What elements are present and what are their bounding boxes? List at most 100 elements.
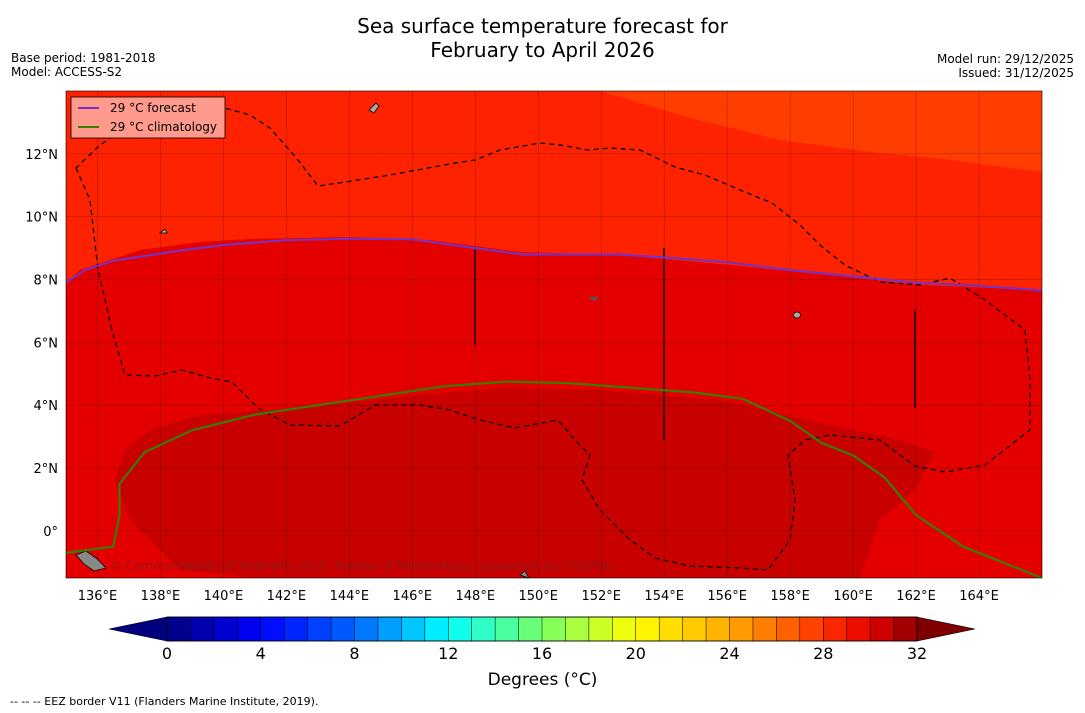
colorbar-cell [752, 616, 777, 642]
colorbar-tick-label: 20 [626, 644, 646, 663]
meta-right: Model run: 29/12/2025 Issued: 31/12/2025 [937, 52, 1074, 80]
colorbar-cell [260, 616, 285, 642]
colorbar-tick-label: 8 [349, 644, 359, 663]
colorbar-cell [494, 616, 520, 642]
x-tick-label: 140°E [204, 589, 244, 604]
colorbar-cell [658, 616, 684, 642]
colorbar-tick-label: 28 [813, 644, 833, 663]
x-axis-ticks: 136°E 138°E 140°E 142°E 144°E 146°E 148°E 150°E… [78, 589, 999, 604]
meta-left: Base period: 1981-2018 Model: ACCESS-S2 [11, 51, 156, 79]
colorbar-cell [424, 616, 449, 642]
copyright-text: © Commonwealth of Australia 2025, Bureau… [110, 559, 615, 573]
map-frame [65, 90, 1043, 579]
issued-date: Issued: 31/12/2025 [958, 66, 1074, 80]
colorbar-cell [635, 616, 660, 642]
y-tick-label: 6°N [34, 336, 59, 351]
colorbar-cell [518, 616, 543, 642]
colorbar-cell [612, 616, 637, 642]
legend-forecast-label: 29 °C forecast [110, 101, 196, 115]
title-line-1: Sea surface temperature forecast for [357, 14, 728, 38]
colorbar-cell [729, 616, 754, 642]
island [368, 102, 380, 114]
colorbar-cell [471, 616, 496, 642]
colorbar-cell [283, 616, 309, 642]
colorbar-cell [823, 616, 848, 642]
colorbar-cell [682, 616, 707, 642]
region-27-28 [600, 91, 1042, 172]
x-tick-label: 150°E [518, 589, 558, 604]
x-tick-label: 164°E [959, 589, 999, 604]
legend-climatology-label: 29 °C climatology [110, 120, 217, 134]
model-run: Model run: 29/12/2025 [936, 52, 1074, 66]
eez-footnote: -- -- -- EEZ border V11 (Flanders Marine… [10, 695, 319, 708]
colorbar-cell [776, 616, 801, 642]
contour-line [66, 380, 1042, 578]
map-gridlines [66, 91, 1042, 578]
colorbar-max-arrow [916, 616, 976, 642]
eez-border [75, 103, 1031, 571]
island [793, 311, 801, 319]
colorbar-tick-label: 12 [438, 644, 458, 663]
x-tick-label: 142°E [267, 589, 307, 604]
colorbar: 0 4 8 12 16 20 24 28 32 [108, 616, 976, 663]
x-tick-label: 146°E [393, 589, 433, 604]
island [587, 296, 598, 301]
colorbar-cell [330, 616, 356, 642]
colorbar-cell [588, 616, 613, 642]
colorbar-cell [893, 616, 918, 642]
colorbar-cell [213, 616, 238, 642]
y-tick-label: 12°N [25, 148, 58, 163]
y-tick-label: 0° [43, 525, 58, 540]
colorbar-tick-label: 16 [532, 644, 552, 663]
y-tick-label: 8°N [34, 274, 59, 289]
island [158, 228, 168, 234]
contour-lines [66, 237, 1042, 578]
x-tick-label: 144°E [330, 589, 370, 604]
model-name: Model: ACCESS-S2 [11, 65, 123, 79]
colorbar-tick-label: 0 [162, 644, 172, 663]
x-tick-label: 156°E [707, 589, 747, 604]
colorbar-tick-label: 4 [256, 644, 266, 663]
y-axis-ticks: 12°N 10°N 8°N 6°N 4°N 2°N 0° [25, 148, 58, 540]
contour-line [66, 237, 1042, 292]
legend-box [70, 96, 226, 139]
colorbar-cell [541, 616, 566, 642]
x-tick-label: 158°E [770, 589, 810, 604]
colorbar-cell [799, 616, 824, 642]
y-tick-label: 10°N [25, 211, 58, 226]
colorbar-cell [190, 616, 215, 642]
colorbar-cell [448, 616, 473, 642]
chart-title: Sea surface temperature forecast for Feb… [0, 14, 1085, 62]
island [519, 570, 530, 578]
colorbar-cell [846, 616, 871, 642]
x-tick-label: 152°E [581, 589, 621, 604]
colorbar-cell [565, 616, 590, 642]
base-period: Base period: 1981-2018 [11, 51, 156, 65]
legend: 29 °C forecast 29 °C climatology [70, 96, 226, 139]
y-tick-label: 4°N [34, 399, 59, 414]
colorbar-cell [869, 616, 895, 642]
colorbar-min-arrow [108, 616, 168, 642]
colorbar-cell [237, 616, 262, 642]
colorbar-frame [166, 616, 918, 642]
y-tick-label: 2°N [34, 462, 59, 477]
colorbar-cell [354, 616, 379, 642]
x-tick-label: 138°E [141, 589, 181, 604]
colorbar-cell [377, 616, 402, 642]
colorbar-cell [401, 616, 426, 642]
map-area: © Commonwealth of Australia 2025, Bureau… [66, 91, 1042, 578]
colorbar-tick-label: 24 [719, 644, 739, 663]
region-30-31 [115, 388, 935, 578]
title-line-2: February to April 2026 [430, 38, 655, 62]
x-tick-label: 148°E [456, 589, 496, 604]
colorbar-tick-label: 32 [907, 644, 927, 663]
colorbar-title: Degrees (°C) [487, 670, 598, 690]
colorbar-cell [166, 616, 191, 642]
islands [75, 102, 801, 578]
x-tick-label: 154°E [644, 589, 684, 604]
x-tick-label: 162°E [896, 589, 936, 604]
x-tick-label: 136°E [78, 589, 118, 604]
x-tick-label: 160°E [833, 589, 873, 604]
colorbar-cell [705, 616, 731, 642]
